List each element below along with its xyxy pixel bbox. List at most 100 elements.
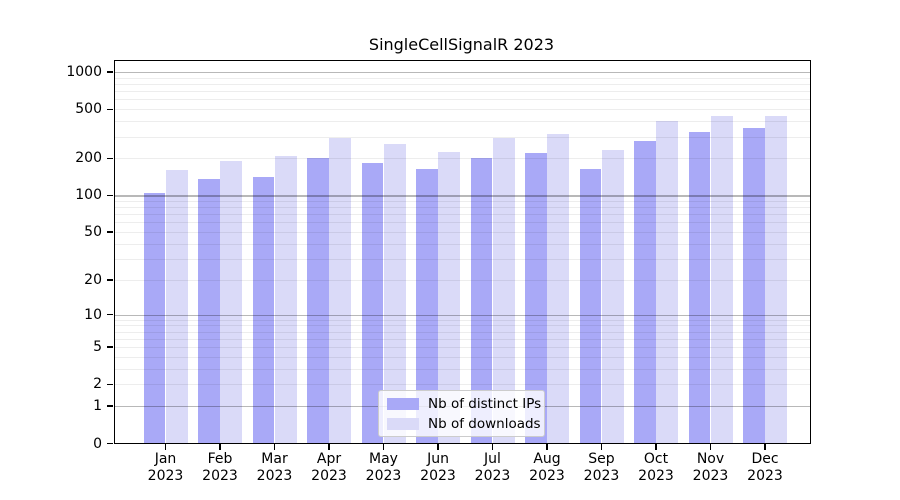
y-tick (106, 231, 113, 233)
gridline-minor (113, 222, 811, 224)
bar-ips-apr (307, 158, 329, 444)
x-tick-label-feb: Feb 2023 (190, 451, 250, 485)
bar-ips-aug (525, 153, 547, 444)
gridline-major (113, 314, 811, 316)
x-tick-month: Aug (533, 451, 561, 467)
x-tick-month: Nov (696, 451, 725, 467)
x-tick (437, 443, 439, 450)
y-tick-label: 20 (84, 271, 102, 288)
y-tick (106, 157, 113, 160)
gridline-minor (113, 84, 811, 86)
x-tick-label-jun: Jun 2023 (408, 451, 468, 485)
x-tick-year: 2023 (147, 468, 184, 484)
x-tick-month: Feb (207, 451, 233, 467)
x-tick-label-jan: Jan 2023 (136, 451, 196, 485)
legend-label-distinct-ips: Nb of distinct IPs (428, 395, 542, 412)
gridline-minor (113, 325, 811, 327)
x-tick-month: Apr (316, 451, 342, 467)
gridline-minor (113, 319, 811, 321)
bar-ips-may (361, 162, 384, 444)
gridline-minor (113, 207, 811, 209)
x-tick (164, 443, 167, 450)
y-tick (106, 279, 113, 281)
gridline-minor (113, 121, 811, 123)
gridline-minor (113, 158, 811, 160)
bar-downloads-jun (438, 152, 460, 444)
x-tick (219, 443, 221, 450)
bar-downloads-apr (329, 137, 351, 444)
gridline-major (113, 195, 811, 197)
x-tick-label-apr: Apr 2023 (299, 451, 359, 485)
x-tick-month: May (369, 451, 398, 467)
y-tick-label: 0 (93, 435, 102, 452)
y-tick-label: 200 (75, 150, 102, 167)
y-tick (106, 346, 113, 348)
x-tick-month: Jul (484, 451, 501, 467)
gridline-minor (113, 279, 811, 281)
bar-downloads-mar (274, 155, 297, 444)
y-tick (106, 383, 113, 386)
x-tick (709, 443, 712, 450)
legend-item-distinct-ips: Nb of distinct IPs (387, 396, 541, 412)
legend-item-downloads: Nb of downloads (387, 416, 541, 432)
x-tick-month: Sep (588, 451, 615, 467)
bar-downloads-may (383, 144, 406, 444)
x-tick (328, 443, 330, 450)
x-tick-label-nov: Nov 2023 (681, 451, 741, 485)
bars-layer (114, 60, 811, 444)
bar-ips-jun (416, 168, 438, 444)
x-tick-label-jul: Jul 2023 (463, 451, 523, 485)
gridline-minor (113, 109, 811, 111)
y-tick-label: 2 (93, 376, 102, 393)
bar-ips-sep (579, 168, 602, 444)
x-tick-year: 2023 (583, 468, 620, 484)
gridline-minor (113, 338, 811, 340)
y-tick-label: 1 (93, 398, 102, 415)
bar-downloads-feb (220, 161, 242, 444)
bar-downloads-jul (492, 138, 515, 444)
y-tick (106, 108, 113, 110)
bar-ips-dec (743, 128, 765, 444)
bar-downloads-nov (710, 115, 733, 444)
gridline-minor (113, 384, 811, 386)
gridline-minor (113, 99, 811, 101)
x-tick-year: 2023 (692, 468, 729, 484)
gridline-minor (113, 368, 811, 370)
gridline-minor (113, 136, 811, 138)
gridline-minor (113, 258, 811, 260)
gridline-major (113, 72, 811, 74)
gridline-minor (113, 200, 811, 202)
y-tick (106, 405, 113, 407)
y-tick (106, 194, 113, 197)
bar-ips-feb (198, 179, 220, 444)
x-tick-label-oct: Oct 2023 (626, 451, 686, 485)
gridline-minor (113, 77, 811, 79)
bar-downloads-oct (656, 120, 678, 444)
grid-layer (113, 60, 811, 444)
bar-ips-jul (470, 158, 493, 444)
x-tick (546, 443, 548, 450)
x-tick-year: 2023 (311, 468, 347, 484)
x-tick (600, 443, 603, 450)
bar-ips-oct (634, 141, 656, 444)
y-tick-label: 500 (75, 101, 102, 118)
x-tick (655, 443, 657, 450)
bar-downloads-dec (765, 116, 787, 444)
x-tick-label-sep: Sep 2023 (572, 451, 632, 485)
y-tick-label: 1000 (66, 64, 102, 81)
legend-label-downloads: Nb of downloads (428, 415, 541, 432)
y-tick-label: 100 (75, 187, 102, 204)
plot-area (113, 60, 811, 444)
gridline-minor (113, 347, 811, 349)
x-tick-year: 2023 (747, 468, 783, 484)
bar-downloads-jan (165, 170, 188, 444)
gridline-minor (113, 232, 811, 234)
y-tick (106, 313, 113, 316)
x-tick (764, 443, 766, 450)
gridline-minor (113, 356, 811, 358)
y-tick-label: 50 (84, 224, 102, 241)
y-tick (106, 442, 113, 445)
bar-ips-jan (143, 192, 166, 444)
bar-ips-mar (252, 177, 275, 444)
